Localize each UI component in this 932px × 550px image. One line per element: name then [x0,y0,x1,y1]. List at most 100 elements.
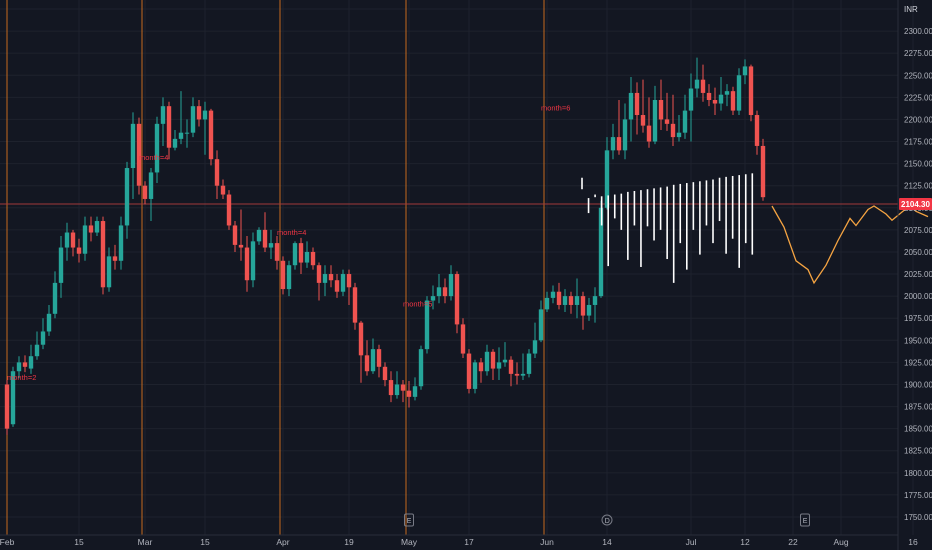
candle-body [598,207,604,297]
candle-body [394,384,400,396]
month-boundary-lines [6,0,545,535]
candle-body [64,232,70,248]
candle [292,241,298,270]
candle [418,345,424,390]
price-tick-label: 2075.00 [904,226,932,235]
candle-body [646,125,652,142]
candle [232,221,238,252]
candle [430,285,436,310]
candle-body [568,296,574,305]
candle [502,342,508,367]
month-label: month=6 [541,104,570,113]
time-axis[interactable]: Feb15Mar15Apr19May17Jun14Jul1222Aug16S [0,534,932,547]
candle [700,64,706,102]
last-price-value: 2104.30 [901,200,930,209]
candle-body [160,106,166,124]
candle [478,357,484,383]
candle-body [220,185,226,195]
candle [526,349,532,378]
candle-body [226,194,232,226]
time-tick-label: Jun [540,537,554,547]
candle [394,371,400,399]
candle [490,349,496,381]
currency-unit: INR [904,5,918,14]
candle-body [358,322,364,356]
candlestick-series [4,57,766,435]
candle-body [418,349,424,387]
candle [274,236,280,270]
candle [670,94,676,146]
candle-body [760,145,766,198]
time-tick-label: Apr [276,537,289,547]
candle-body [430,296,436,301]
price-tick-label: 2300.00 [904,27,932,36]
candle-body [364,355,370,372]
candle-body [46,313,52,332]
candle [244,236,250,292]
candle-body [352,287,358,323]
candle [70,229,76,257]
candle-body [190,106,196,133]
candle [652,85,658,145]
candle [568,291,574,314]
time-tick-label: 14 [602,537,612,547]
candle [58,236,64,298]
month-label: month=2 [7,373,36,382]
candle [160,97,166,146]
candle [388,371,394,403]
event-marker[interactable]: E [404,513,414,527]
candle-body [256,229,262,242]
price-axis[interactable]: 2300.00 2275.00 2250.00 2225.00 2200.00 2175.… [897,0,932,550]
candle [280,256,286,295]
candle [472,359,478,394]
candle-body [22,362,28,367]
candle-body [10,371,16,425]
event-marker-shape[interactable] [800,513,810,527]
candle-body [250,241,256,281]
candle-body [334,280,340,292]
candle-body [310,251,316,266]
candle-body [244,247,250,281]
candle [406,380,412,408]
last-price-tag-bg [899,197,932,210]
candle-body [694,79,700,89]
candle [496,347,502,381]
candle-body [634,92,640,116]
event-marker-shape[interactable] [404,513,414,527]
candle-body [478,362,484,372]
candle [184,119,190,148]
candle-body [16,362,22,372]
candle [352,282,358,330]
candle [40,318,46,350]
candle [112,244,118,270]
event-marker[interactable]: E [800,513,810,527]
price-tick-label: 2125.00 [904,182,932,191]
candle-body [322,274,328,283]
candle [208,108,214,166]
event-marker-shape[interactable] [601,514,613,526]
time-tick-label: 15 [74,537,84,547]
candle [154,116,160,184]
time-tick-label: 15 [200,537,210,547]
time-tick-label: 12 [740,537,750,547]
candle-body [730,91,736,111]
time-tick-label: May [401,537,418,547]
candle [256,227,262,245]
candle [682,94,688,139]
candle [538,300,544,343]
candle-body [658,99,664,120]
event-marker[interactable]: D [601,514,613,526]
candle-body [496,362,502,369]
event-marker-label: E [407,518,412,525]
candle [142,181,148,205]
candle-body [286,265,292,290]
candle [544,291,550,313]
candle-body [718,94,724,104]
candle [334,274,340,298]
candle-body [148,172,154,199]
price-tick-label: 2200.00 [904,115,932,124]
candle [628,77,634,142]
candle-body [388,380,394,396]
